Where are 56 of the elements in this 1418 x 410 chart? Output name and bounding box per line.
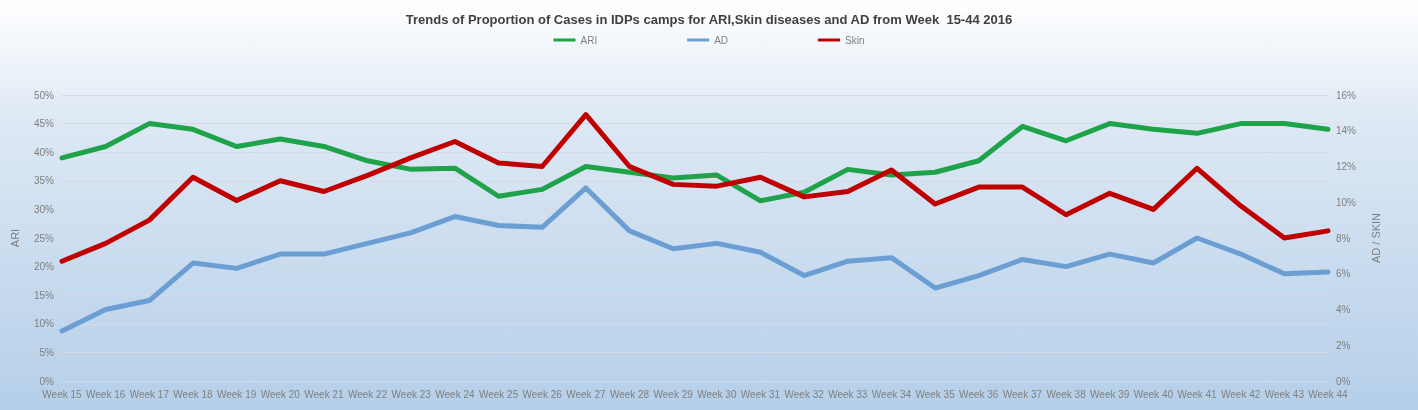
y2-tick-label: 12% [1336,161,1357,172]
x-tick-label: Week 24 [435,388,475,400]
y-tick-label: 50% [33,89,55,101]
y-tick-label: 0% [39,375,55,387]
y2-tick-label: 2% [1336,339,1351,351]
x-tick-label: Week 27 [566,388,606,400]
x-tick-label: Week 35 [915,388,956,400]
y2-tick-label: 16% [1336,89,1357,101]
x-tick-label: Week 37 [1002,388,1043,400]
x-tick-label: Week 43 [1264,388,1305,400]
x-tick-label: Week 34 [871,388,912,400]
x-tick-label: Week 42 [1221,388,1261,400]
y2-tick-label: 4% [1336,304,1351,315]
legend-label: AD [714,34,729,46]
y-tick-label: 35% [33,175,55,187]
y2-tick-label: 14% [1336,125,1357,137]
x-tick-label: Week 30 [697,388,737,400]
y-tick-label: 30% [33,203,55,215]
x-tick-label: Week 19 [216,388,257,400]
y2-tick-label: 10% [1336,196,1357,208]
x-tick-label: Week 29 [653,388,694,400]
x-tick-label: Week 36 [959,388,999,400]
x-tick-label: Week 15 [42,388,83,400]
y-tick-label: 10% [33,318,55,330]
y2-tick-label: 0% [1336,375,1351,387]
y2-tick-label: 8% [1336,232,1351,244]
y-tick-label: 15% [33,289,55,301]
y-tick-label: 25% [33,232,55,244]
y-axis-title: ARI [8,228,21,248]
x-tick-label: Week 25 [478,388,519,400]
x-tick-label: Week 33 [828,388,868,400]
x-tick-label: Week 22 [347,388,388,400]
x-tick-label: Week 39 [1090,388,1130,400]
x-tick-label: Week 16 [86,388,126,400]
x-tick-label: Week 23 [391,388,432,400]
x-tick-label: Week 40 [1133,388,1174,400]
x-tick-label: Week 21 [304,388,344,400]
y2-tick-label: 6% [1336,268,1351,280]
chart-title: Trends of Proportion of Cases in IDPs camps for ARI,Skin diseases and AD from Week 15-44 2016 [405,12,1013,27]
x-tick-label: Week 44 [1308,388,1349,400]
x-tick-label: Week 17 [129,388,170,400]
legend-label: ARI [580,34,598,46]
x-tick-label: Week 28 [609,388,650,400]
y-tick-label: 45% [33,118,55,130]
y-tick-label: 20% [33,261,55,273]
x-tick-label: Week 26 [522,388,563,400]
x-tick-label: Week 20 [260,388,301,400]
y-tick-label: 5% [39,346,55,358]
legend-label: Skin [845,34,865,46]
y-tick-label: 40% [33,146,55,158]
y2-axis-title: AD / SKIN [1369,212,1382,264]
x-tick-label: Week 38 [1046,388,1087,400]
x-tick-label: Week 18 [173,388,214,400]
x-tick-label: Week 41 [1177,388,1218,400]
x-tick-label: Week 31 [740,388,781,400]
x-tick-label: Week 32 [784,388,825,400]
